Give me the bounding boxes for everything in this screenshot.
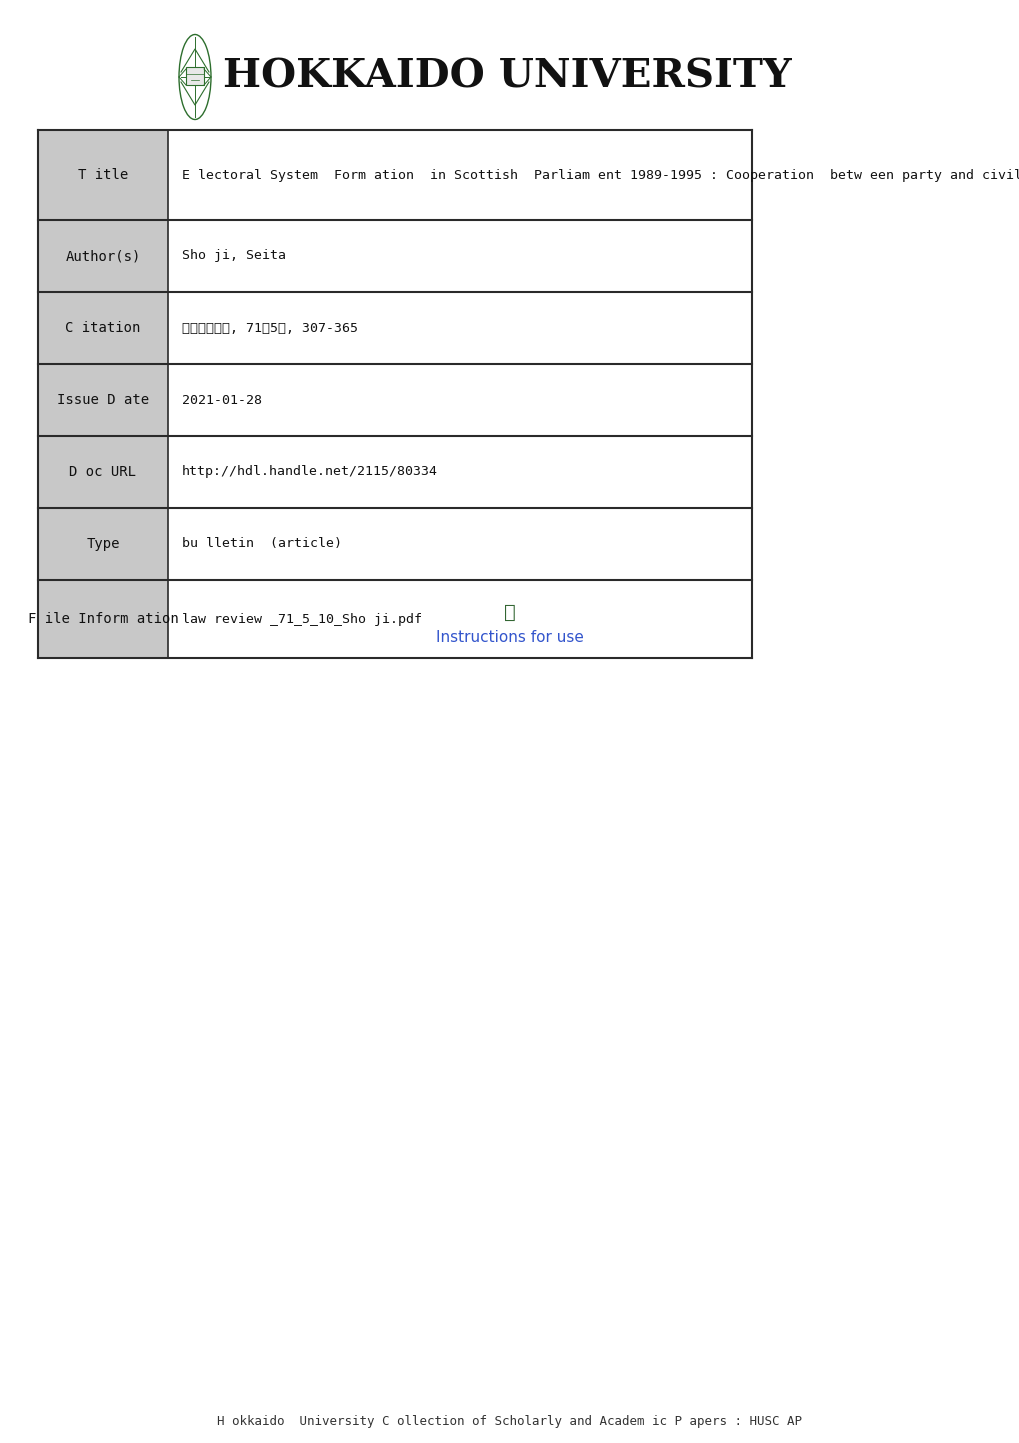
Text: Author(s): Author(s)	[65, 250, 141, 263]
FancyBboxPatch shape	[168, 436, 751, 508]
FancyBboxPatch shape	[38, 508, 168, 580]
Text: Type: Type	[87, 537, 119, 551]
FancyBboxPatch shape	[168, 580, 751, 658]
FancyBboxPatch shape	[38, 291, 168, 364]
FancyBboxPatch shape	[38, 580, 168, 658]
Text: Instructions for use: Instructions for use	[436, 631, 583, 645]
Text: F ile Inform ation: F ile Inform ation	[28, 612, 178, 626]
Text: 北大法学論集, 71（5）, 307-365: 北大法学論集, 71（5）, 307-365	[181, 322, 358, 335]
Text: http://hdl.handle.net/2115/80334: http://hdl.handle.net/2115/80334	[181, 466, 437, 479]
FancyBboxPatch shape	[168, 508, 751, 580]
FancyBboxPatch shape	[168, 291, 751, 364]
Text: Issue D ate: Issue D ate	[57, 392, 149, 407]
Text: Sho ji, Seita: Sho ji, Seita	[181, 250, 285, 263]
FancyBboxPatch shape	[38, 219, 168, 291]
Text: bu lletin  (article): bu lletin (article)	[181, 537, 341, 550]
Text: H okkaido  University C ollection of Scholarly and Academ ic P apers : HUSC AP: H okkaido University C ollection of Scho…	[217, 1416, 802, 1429]
Text: law review _71_5_10_Sho ji.pdf: law review _71_5_10_Sho ji.pdf	[181, 612, 422, 625]
FancyBboxPatch shape	[38, 130, 168, 219]
Text: 2021-01-28: 2021-01-28	[181, 394, 262, 407]
Text: E lectoral System  Form ation  in Scottish  Parliam ent 1989-1995 : Cooperation : E lectoral System Form ation in Scottish…	[181, 169, 1019, 182]
Text: T itle: T itle	[77, 167, 128, 182]
Text: C itation: C itation	[65, 320, 141, 335]
Text: HOKKAIDO UNIVERSITY: HOKKAIDO UNIVERSITY	[223, 58, 791, 97]
FancyBboxPatch shape	[168, 219, 751, 291]
FancyBboxPatch shape	[38, 436, 168, 508]
Text: 🌿: 🌿	[503, 603, 516, 622]
Text: D oc URL: D oc URL	[69, 465, 137, 479]
FancyBboxPatch shape	[185, 66, 204, 85]
FancyBboxPatch shape	[168, 130, 751, 219]
FancyBboxPatch shape	[38, 364, 168, 436]
FancyBboxPatch shape	[168, 364, 751, 436]
